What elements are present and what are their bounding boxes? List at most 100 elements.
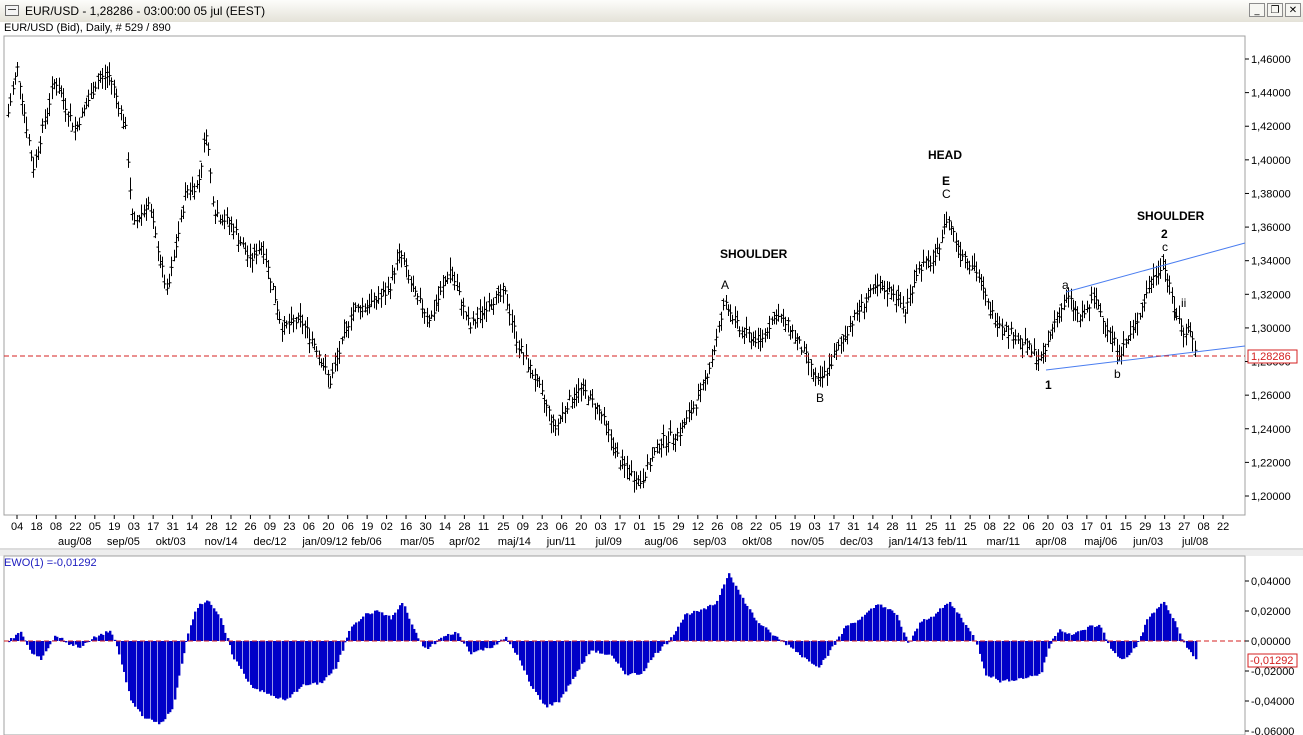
- ewo-bar: [397, 609, 400, 641]
- ewo-bar: [1188, 641, 1191, 650]
- ewo-bar: [158, 641, 161, 725]
- ewo-bar: [1013, 641, 1016, 681]
- ewo-bar: [473, 641, 476, 653]
- ewo-bar: [1052, 638, 1055, 641]
- ewo-bar: [215, 611, 218, 641]
- ewo-bar: [946, 603, 949, 641]
- ewo-bar: [351, 626, 354, 641]
- ewo-bar: [13, 638, 16, 641]
- ewo-bar: [144, 641, 147, 719]
- lower-trendline[interactable]: [1045, 345, 1246, 371]
- ewo-bar: [567, 641, 570, 686]
- ewo-bar: [197, 608, 200, 641]
- upper-trendline[interactable]: [1065, 242, 1246, 293]
- ewo-bar: [1117, 641, 1120, 657]
- panel-splitter[interactable]: [0, 550, 1303, 556]
- ewo-bar: [928, 618, 931, 641]
- ewo-bar: [376, 610, 379, 641]
- ewo-bar: [562, 641, 565, 695]
- ewo-bar: [240, 641, 243, 669]
- ewo-bar: [960, 617, 963, 641]
- ewo-bar: [496, 641, 499, 645]
- ewo-bar: [201, 604, 204, 641]
- ewo-bar: [1160, 603, 1163, 641]
- ewo-bar: [983, 641, 986, 669]
- ewo-bar: [392, 615, 395, 641]
- ewo-bar: [330, 641, 333, 674]
- annotation-head: HEAD: [928, 148, 962, 162]
- ewo-bar: [999, 641, 1002, 683]
- price-tick-label: 1,30000: [1251, 323, 1291, 335]
- current-price-label: 1,28286: [1251, 351, 1291, 363]
- price-tick-label: 1,34000: [1251, 256, 1291, 268]
- ewo-bar: [845, 625, 848, 641]
- day-label: 08: [1198, 521, 1210, 533]
- ewo-bar: [47, 641, 50, 649]
- minimize-button[interactable]: _: [1249, 3, 1265, 17]
- ewo-bar: [804, 641, 807, 658]
- wave-label-i: i: [1174, 307, 1177, 321]
- wave-label-E: E: [942, 174, 950, 188]
- ewo-bar: [164, 641, 167, 720]
- ewo-bar: [707, 606, 710, 641]
- price-tick-label: 1,38000: [1251, 188, 1291, 200]
- day-label: 06: [1022, 521, 1034, 533]
- day-label: 11: [906, 521, 917, 533]
- ewo-bar: [528, 641, 531, 682]
- price-tick-label: 1,46000: [1251, 54, 1291, 66]
- ewo-bar: [98, 635, 101, 641]
- ewo-bar: [289, 641, 292, 698]
- ewo-bar: [77, 641, 80, 648]
- ewo-bar: [422, 641, 425, 647]
- ewo-bar: [222, 624, 225, 641]
- ewo-bar: [847, 625, 850, 641]
- ewo-bar: [721, 588, 724, 641]
- ewo-bar: [1091, 625, 1094, 641]
- ewo-bar: [981, 641, 984, 662]
- restore-button[interactable]: ❐: [1267, 3, 1283, 17]
- ewo-bar: [755, 620, 758, 641]
- day-label: 22: [750, 521, 762, 533]
- ewo-bar: [427, 641, 430, 650]
- month-label: okt/08: [742, 536, 772, 548]
- ewo-bar: [505, 636, 508, 641]
- ewo-bar: [250, 641, 253, 685]
- ewo-histogram: [8, 573, 1198, 725]
- ewo-bar: [445, 635, 448, 641]
- day-label: 14: [439, 521, 451, 533]
- ewo-bar: [8, 641, 11, 643]
- window-title: EUR/USD - 1,28286 - 03:00:00 05 jul (EES…: [25, 4, 266, 18]
- wave-label-C: C: [942, 187, 951, 201]
- ewo-bar: [836, 639, 839, 641]
- ewo-bar: [1089, 625, 1092, 641]
- day-label: 14: [867, 521, 879, 533]
- day-label: 05: [770, 521, 782, 533]
- ewo-bar: [1186, 641, 1189, 648]
- ewo-bar: [864, 614, 867, 641]
- ewo-bar: [459, 636, 462, 641]
- ewo-bar: [965, 624, 968, 641]
- ewo-bar: [882, 607, 885, 641]
- ewo-bar: [558, 641, 561, 703]
- ewo-bar: [1121, 641, 1124, 660]
- day-label: 08: [731, 521, 743, 533]
- osc-tick-label: -0,06000: [1251, 726, 1294, 735]
- ewo-bar: [424, 641, 427, 648]
- ewo-bar: [585, 641, 588, 657]
- ewo-bar: [236, 641, 239, 662]
- ewo-bar: [404, 606, 407, 641]
- ewo-bar: [578, 641, 581, 670]
- ewo-bar: [1096, 626, 1099, 641]
- ewo-bar: [42, 641, 45, 656]
- ewo-bar: [40, 641, 43, 660]
- oscillator-value-label: -0,01292: [1250, 655, 1293, 667]
- close-button[interactable]: ✕: [1285, 3, 1301, 17]
- ewo-bar: [49, 641, 52, 645]
- ewo-bar: [107, 632, 110, 641]
- month-label: nov/05: [791, 536, 824, 548]
- ewo-bar: [535, 641, 538, 692]
- ewo-bar: [698, 611, 701, 641]
- ewo-bar: [162, 641, 165, 722]
- ewo-bar: [532, 641, 535, 689]
